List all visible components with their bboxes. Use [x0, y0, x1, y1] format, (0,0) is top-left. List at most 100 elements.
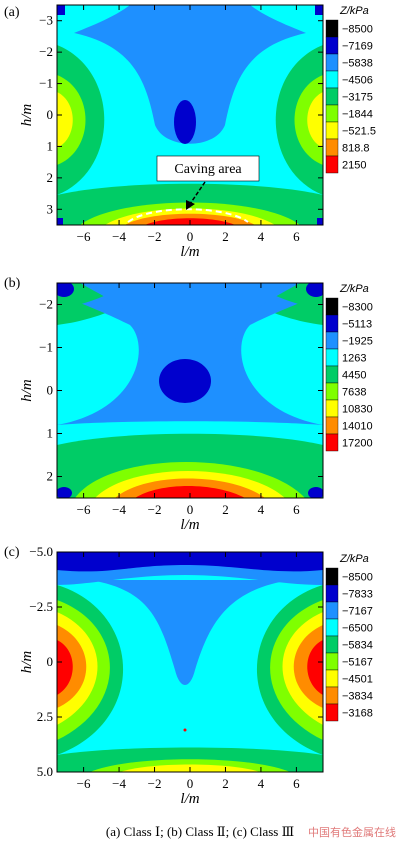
legend-label: −8300 — [342, 302, 373, 314]
legend-label: 1263 — [342, 353, 366, 365]
x-tick-label: −4 — [112, 229, 126, 244]
legend-swatch — [325, 601, 339, 620]
legend-label: 17200 — [342, 438, 373, 450]
x-tick-label: 4 — [258, 229, 265, 244]
legend-title: Z/kPa — [339, 5, 369, 17]
legend-swatch — [325, 121, 339, 140]
y-axis-label: h/m — [19, 651, 35, 674]
panel-b: (b) −6 — [4, 276, 373, 533]
y-tick-label: 2 — [47, 170, 54, 185]
legend-label: 7638 — [342, 387, 366, 399]
x-tick-label: −4 — [112, 502, 126, 517]
legend-swatch — [325, 567, 339, 586]
panel-c: (c) −6 −4 −2 0 2 4 6−5.0−2.502.55 — [4, 544, 373, 807]
legend-label: −5167 — [342, 657, 373, 669]
y-tick-label: −2.5 — [29, 599, 53, 614]
legend-swatch — [325, 365, 339, 384]
x-tick-label: 4 — [258, 776, 265, 791]
legend-swatch — [325, 87, 339, 106]
y-tick-label: −5.0 — [29, 544, 53, 559]
legend-label: −4501 — [342, 674, 373, 686]
x-tick-label: −2 — [148, 229, 162, 244]
legend-label: −3168 — [342, 708, 373, 720]
legend-label: −3175 — [342, 92, 373, 104]
panel-c-legend: Z/kPa −8500 −7833 −7167 −6500 −5834 −5167 −4501… — [325, 553, 373, 722]
legend-swatch — [325, 331, 339, 350]
panel-c-axes: −6 −4 −2 0 2 4 6 −5.0 −2.5 0 2.5 5.0 l/m h/m — [19, 544, 323, 807]
panel-a-contours — [57, 5, 323, 225]
panel-a: (a) — [4, 4, 376, 260]
legend-label: −1844 — [342, 109, 373, 121]
x-tick-label: 4 — [258, 502, 265, 517]
x-tick-label: −2 — [148, 502, 162, 517]
x-tick-label: 2 — [222, 776, 229, 791]
panel-a-legend: Z/kPa −8500 −7169 −5838 −4506 −3175 −1844 −521.… — [325, 5, 376, 174]
y-tick-label: 1 — [47, 426, 54, 441]
legend-label: 2150 — [342, 160, 366, 172]
legend-swatch — [325, 155, 339, 174]
legend-label: −521.5 — [342, 126, 376, 138]
panel-c-label: (c) — [4, 545, 20, 560]
x-tick-label: −2 — [148, 776, 162, 791]
legend-title: Z/kPa — [339, 553, 369, 565]
x-tick-label: 0 — [187, 502, 194, 517]
panel-b-contours — [57, 283, 323, 498]
x-tick-label: −6 — [77, 502, 91, 517]
legend-swatch — [325, 433, 339, 452]
y-tick-label: 2 — [47, 469, 54, 484]
panel-c-contours — [57, 552, 323, 772]
y-tick-label: 0 — [47, 107, 54, 122]
legend-label: −3834 — [342, 691, 373, 703]
legend-swatch — [325, 36, 339, 55]
panel-a-label: (a) — [4, 5, 20, 20]
legend-swatch — [325, 53, 339, 72]
y-axis-label: h/m — [19, 379, 35, 402]
legend-swatch — [325, 314, 339, 333]
y-axis-label: h/m — [19, 104, 35, 127]
legend-swatch — [325, 584, 339, 603]
legend-swatch — [325, 382, 339, 401]
legend-label: −7167 — [342, 606, 373, 618]
panel-b-axes: −6 −4 −2 0 2 4 6 −2 −1 0 1 2 l/m h/m — [19, 283, 323, 533]
x-axis-label: l/m — [180, 244, 199, 260]
legend-swatch — [325, 399, 339, 418]
x-tick-label: 6 — [293, 776, 300, 791]
legend-label: −6500 — [342, 623, 373, 635]
watermark: 中国有色金属在线 — [308, 825, 396, 839]
legend-label: 818.8 — [342, 143, 370, 155]
legend-label: 14010 — [342, 421, 373, 433]
legend-swatch — [325, 669, 339, 688]
y-tick-label: −2 — [39, 44, 53, 59]
x-tick-label: 2 — [222, 502, 229, 517]
legend-label: −5834 — [342, 640, 373, 652]
legend-swatch — [325, 138, 339, 157]
legend-swatch — [325, 348, 339, 367]
legend-swatch — [325, 635, 339, 654]
x-tick-label: 6 — [293, 502, 300, 517]
y-tick-label: 2.5 — [37, 709, 53, 724]
legend-label: −5838 — [342, 58, 373, 70]
panel-b-label: (b) — [4, 276, 21, 291]
legend-swatch — [325, 19, 339, 38]
legend-swatch — [325, 618, 339, 637]
y-tick-label: −1 — [39, 340, 53, 355]
legend-label: −7169 — [342, 41, 373, 53]
legend-swatch — [325, 297, 339, 316]
legend-label: −7833 — [342, 589, 373, 601]
x-tick-label: 2 — [222, 229, 229, 244]
panel-a-axes: −6 −4 −2 0 2 4 6 −3 −2 −1 0 1 2 3 l/m h/m — [19, 5, 323, 260]
panel-a-caving-annotation: Caving area — [156, 155, 260, 210]
legend-swatch — [325, 703, 339, 722]
caving-area-label: Caving area — [174, 162, 242, 177]
y-tick-label: 3 — [47, 201, 54, 216]
x-tick-label: 0 — [187, 229, 194, 244]
legend-label: −1925 — [342, 336, 373, 348]
legend-label: −8500 — [342, 24, 373, 36]
figure-caption: (a) Class Ⅰ; (b) Class Ⅱ; (c) Class Ⅲ — [106, 824, 294, 839]
y-tick-label: 1 — [47, 138, 54, 153]
legend-label: −4506 — [342, 75, 373, 87]
y-tick-label: 0 — [47, 654, 54, 669]
y-tick-label: −2 — [39, 297, 53, 312]
legend-label: −8500 — [342, 572, 373, 584]
